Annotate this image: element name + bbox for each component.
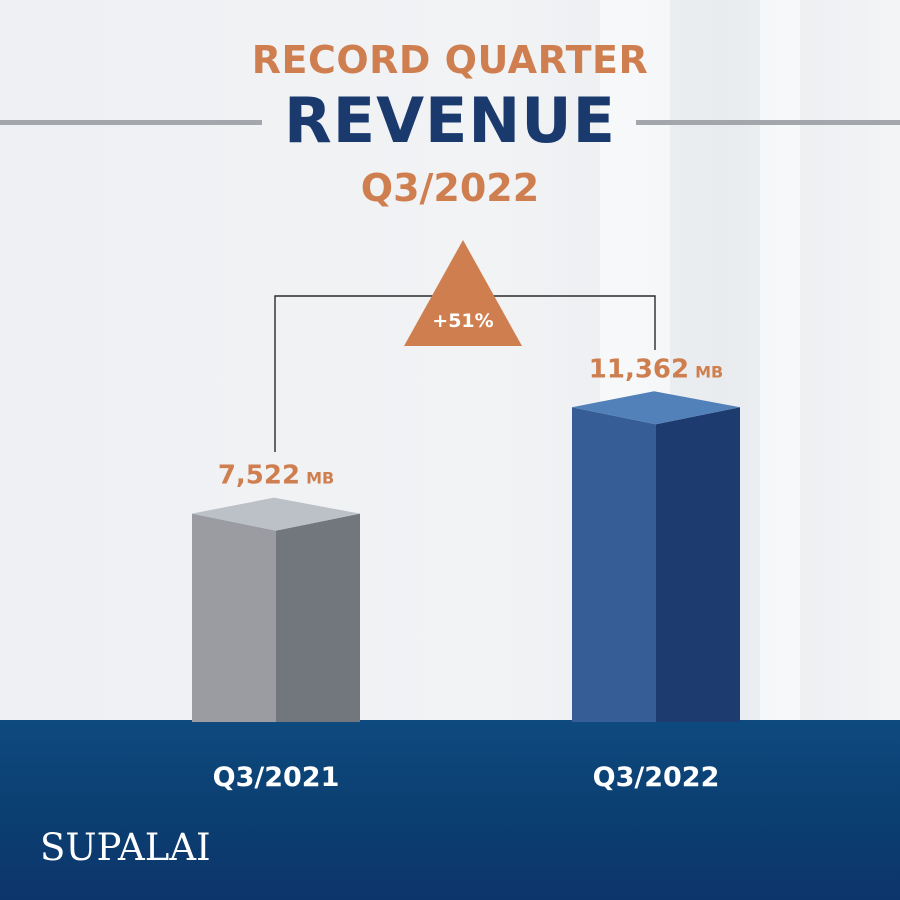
value-label: 7,522 MB [218,461,334,491]
bar-front-face [192,513,276,722]
bar-top-face [572,391,740,425]
value-label: 11,362 MB [589,354,723,384]
title-revenue: REVENUE [283,84,616,157]
labels-group: 7,522 MB Q3/2021 11,362 MB Q3/2022 +51% [213,240,723,793]
bar-q3-2022 [572,391,740,722]
title-rule-right [636,120,900,125]
growth-triangle-icon [404,240,522,346]
title-record-quarter: RECORD QUARTER [251,38,649,82]
bar-top-face [192,497,360,531]
bar-side-face [276,513,360,722]
bar-side-face [656,407,740,722]
bars-group [192,391,740,722]
bar-front-face [572,407,656,722]
category-label: Q3/2021 [213,762,340,793]
title-rule-left [0,120,262,125]
supalai-logo: SUPALAI [40,826,211,869]
bar-q3-2021 [192,497,360,722]
title-period: Q3/2022 [360,166,540,210]
category-label: Q3/2022 [593,762,720,793]
growth-label: +51% [432,310,493,332]
floor-band [0,720,900,900]
